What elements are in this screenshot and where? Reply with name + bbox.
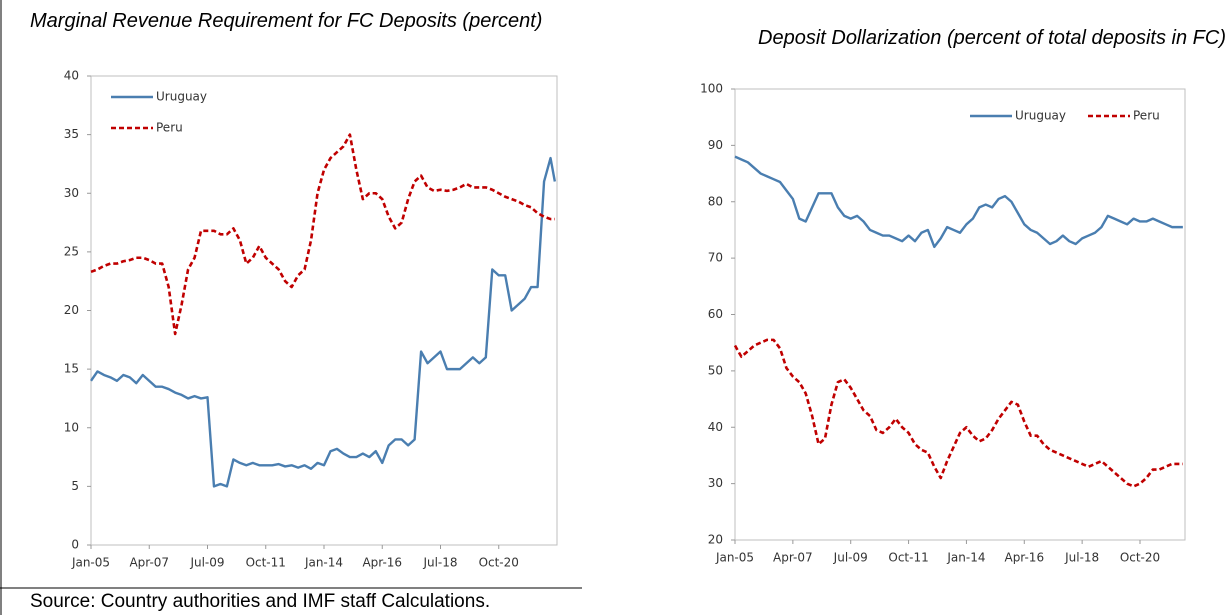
x-tick-label: Apr-16	[362, 556, 402, 570]
x-tick-label: Apr-07	[773, 551, 813, 565]
y-tick-label: 5	[71, 479, 79, 493]
y-tick-label: 30	[64, 186, 79, 200]
x-tick-label: Jan-05	[71, 556, 110, 570]
x-tick-label: Jul-18	[1064, 551, 1099, 565]
y-tick-label: 20	[64, 303, 79, 317]
series-line	[90, 133, 555, 336]
x-tick-label: Jul-09	[189, 556, 224, 570]
legend-label: Peru	[156, 121, 183, 135]
y-tick-label: 20	[708, 533, 723, 547]
chart-title: Marginal Revenue Requirement for FC Depo…	[30, 10, 543, 32]
x-tick-label: Oct-11	[246, 556, 286, 570]
y-tick-label: 40	[708, 420, 723, 434]
x-tick-label: Oct-11	[888, 551, 928, 565]
y-tick-label: 0	[71, 538, 79, 552]
x-tick-label: Jul-18	[422, 556, 457, 570]
y-tick-label: 90	[708, 138, 723, 152]
series-line	[733, 338, 1183, 488]
y-tick-label: 50	[708, 363, 723, 377]
y-tick-label: 100	[700, 82, 723, 96]
y-tick-label: 40	[64, 69, 79, 83]
legend-label: Uruguay	[1015, 109, 1066, 123]
series-line	[90, 156, 557, 488]
x-tick-label: Oct-20	[1120, 551, 1160, 565]
legend-label: Uruguay	[156, 90, 207, 104]
y-tick-label: 80	[708, 194, 723, 208]
x-tick-label: Jan-14	[304, 556, 343, 570]
y-tick-label: 10	[64, 420, 79, 434]
y-tick-label: 70	[708, 251, 723, 265]
y-tick-label: 35	[64, 127, 79, 141]
legend-label: Peru	[1133, 109, 1160, 123]
chart-title: Deposit Dollarization (percent of total …	[758, 27, 1226, 49]
x-tick-label: Oct-20	[479, 556, 519, 570]
x-tick-label: Jan-05	[715, 551, 754, 565]
plot-frame	[734, 88, 1186, 541]
source-note: Source: Country authorities and IMF staf…	[30, 591, 491, 612]
y-tick-label: 60	[708, 307, 723, 321]
y-tick-label: 30	[708, 476, 723, 490]
x-tick-label: Jan-14	[946, 551, 985, 565]
x-tick-label: Apr-16	[1004, 551, 1044, 565]
series-line	[734, 155, 1183, 249]
plot-frame	[90, 75, 558, 546]
y-tick-label: 25	[64, 244, 79, 258]
x-tick-label: Jul-09	[833, 551, 868, 565]
y-tick-label: 15	[64, 362, 79, 376]
x-tick-label: Apr-07	[129, 556, 169, 570]
